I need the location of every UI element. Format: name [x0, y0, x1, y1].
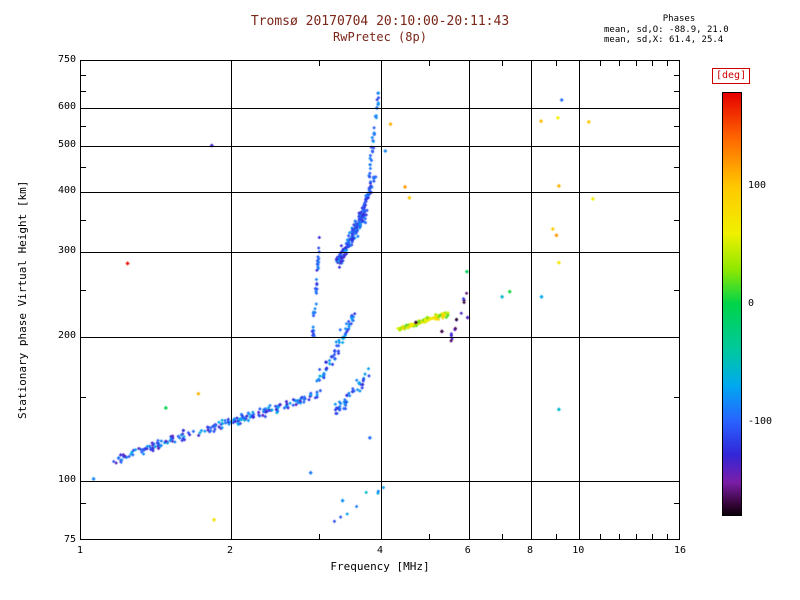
minor-tick-x	[556, 61, 558, 66]
chart-subtitle: RwPretec (8p)	[333, 30, 427, 44]
minor-tick-y	[81, 125, 86, 127]
minor-tick-y	[81, 502, 86, 504]
gridline-y-200	[81, 336, 679, 338]
minor-tick-y	[674, 219, 679, 221]
y-tick-label: 75	[63, 534, 76, 545]
y-tick-label: 500	[57, 138, 76, 150]
gridline-x-6	[468, 61, 470, 539]
gridline-x-10	[579, 61, 581, 539]
minor-tick-y	[81, 75, 86, 77]
phase-stats-heading: Phases	[662, 14, 696, 24]
minor-tick-x	[667, 534, 669, 539]
gridline-x-8	[531, 61, 532, 539]
gridline-x-4	[381, 61, 382, 539]
y-tick-label: 750	[57, 54, 76, 65]
minor-tick-y	[81, 290, 86, 292]
minor-tick-x	[318, 61, 320, 66]
minor-tick-x	[429, 61, 431, 66]
minor-tick-x	[636, 534, 638, 539]
minor-tick-y	[674, 290, 679, 292]
chart-title: Tromsø 20170704 20:10:00-20:11:43	[250, 14, 510, 29]
minor-tick-y	[674, 502, 679, 504]
gridline-y-500	[81, 145, 679, 147]
minor-tick-x	[652, 61, 654, 66]
minor-tick-y	[81, 90, 86, 92]
y-tick-label: 400	[57, 185, 76, 197]
plot-area	[80, 60, 681, 541]
x-axis-label: Frequency [MHz]	[330, 560, 430, 573]
minor-tick-y	[674, 396, 679, 398]
x-tick-label: 1	[76, 545, 84, 556]
colorbar-tick-label: 100	[748, 180, 767, 192]
x-tick-label: 16	[673, 545, 687, 556]
y-tick-label: 200	[57, 329, 76, 341]
minor-tick-x	[618, 61, 620, 66]
minor-tick-y	[674, 90, 679, 92]
x-tick-label: 6	[464, 545, 471, 556]
minor-tick-x	[599, 534, 601, 539]
phase-stats-o-mode: mean, sd,O: -88.9, 21.0	[604, 24, 729, 35]
x-tick-label: 4	[376, 545, 384, 556]
minor-tick-x	[502, 534, 504, 539]
minor-tick-x	[599, 61, 601, 66]
x-tick-label: 8	[526, 545, 534, 556]
minor-tick-y	[81, 167, 86, 169]
phase-statistics: Phases mean, sd,O: -88.9, 21.0 mean, sd,…	[604, 14, 784, 46]
colorbar-tick-label: 0	[748, 298, 755, 309]
minor-tick-x	[556, 534, 558, 539]
minor-tick-x	[652, 534, 654, 539]
minor-tick-y	[81, 396, 86, 398]
x-tick-label: 2	[226, 545, 234, 556]
minor-tick-x	[618, 534, 620, 539]
minor-tick-y	[674, 125, 679, 127]
y-tick-label: 600	[57, 100, 76, 112]
y-tick-label: 300	[57, 245, 76, 256]
gridline-y-100	[81, 481, 679, 483]
colorbar	[722, 92, 742, 516]
minor-tick-x	[667, 61, 669, 66]
y-tick-label: 100	[57, 474, 76, 486]
gridline-y-300	[81, 252, 679, 253]
minor-tick-x	[636, 61, 638, 66]
phase-stats-x-mode: mean, sd,X: 61.4, 25.4	[604, 35, 724, 45]
minor-tick-x	[318, 534, 320, 539]
colorbar-unit-label: [deg]	[712, 68, 751, 84]
minor-tick-y	[81, 219, 86, 221]
minor-tick-y	[674, 167, 679, 169]
gridline-y-400	[81, 192, 679, 194]
minor-tick-x	[429, 534, 431, 539]
x-tick-label: 10	[572, 545, 585, 556]
gridline-y-600	[81, 107, 679, 109]
minor-tick-x	[502, 61, 504, 66]
gridline-x-2	[231, 61, 232, 539]
colorbar-tick-label: -100	[748, 415, 773, 427]
y-axis-label: Stationary phase Virtual Height [km]	[16, 180, 29, 420]
minor-tick-y	[674, 75, 679, 77]
